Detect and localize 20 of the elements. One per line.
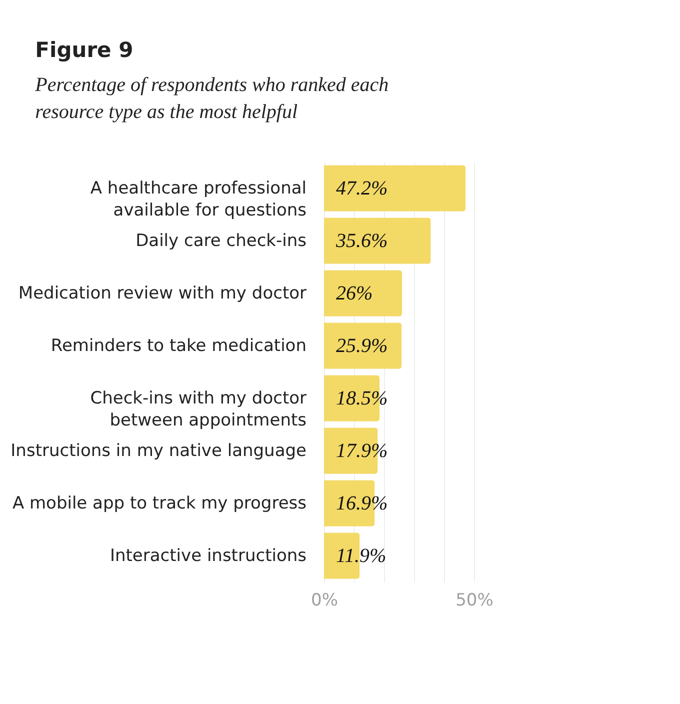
text: Figure 9 (35, 38, 134, 62)
y-tick-label: A mobile app to track my progress (12, 493, 307, 514)
x-tick-label: 0% (311, 590, 338, 610)
y-tick-label: Reminders to take medication (50, 336, 306, 356)
y-tick-label: A healthcare professional available for questions (90, 178, 307, 220)
data-label: 25.9% (336, 334, 388, 357)
chart-subtitle: Percentage of respondents who ranked each resource type as the most helpful (34, 74, 389, 123)
data-label: 26% (336, 282, 373, 304)
data-label: 47.2% (336, 177, 388, 200)
y-tick-label: Daily care check-ins (136, 230, 307, 251)
bar (324, 270, 402, 316)
bar (324, 218, 431, 264)
y-tick-label: Instructions in my native language (10, 440, 306, 461)
y-tick-label: Medication review with my doctor (18, 283, 307, 304)
data-label: 35.6% (335, 230, 388, 252)
bar (324, 165, 466, 212)
y-tick-label: Check-ins with my doctor between appointments (90, 388, 307, 430)
x-tick-label: 50% (456, 590, 494, 610)
y-tick-label: Interactive instructions (110, 546, 307, 566)
bar (324, 322, 402, 369)
